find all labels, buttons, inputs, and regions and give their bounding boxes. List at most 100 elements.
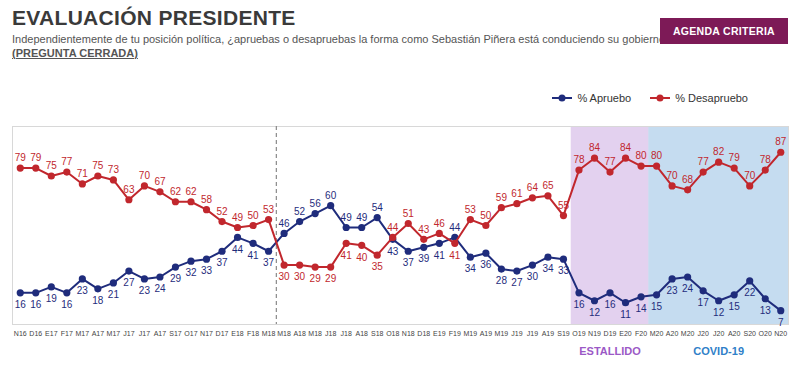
svg-text:54: 54 xyxy=(372,202,384,213)
svg-text:S20: S20 xyxy=(743,330,756,337)
svg-text:D18: D18 xyxy=(417,330,430,337)
svg-text:S17: S17 xyxy=(169,330,182,337)
svg-text:49: 49 xyxy=(341,212,353,223)
svg-text:S18: S18 xyxy=(371,330,384,337)
svg-text:44: 44 xyxy=(449,222,461,233)
svg-text:16: 16 xyxy=(15,299,27,310)
svg-text:E19: E19 xyxy=(433,330,446,337)
svg-text:77: 77 xyxy=(61,156,73,167)
svg-text:50: 50 xyxy=(247,210,259,221)
svg-text:M17: M17 xyxy=(107,330,121,337)
svg-text:29: 29 xyxy=(310,273,322,284)
svg-text:J17: J17 xyxy=(139,330,150,337)
svg-text:N20: N20 xyxy=(774,330,787,337)
svg-text:79: 79 xyxy=(30,152,42,163)
svg-text:68: 68 xyxy=(682,174,694,185)
svg-text:62: 62 xyxy=(185,186,197,197)
svg-text:24: 24 xyxy=(682,283,694,294)
svg-text:49: 49 xyxy=(232,212,244,223)
svg-text:52: 52 xyxy=(216,206,228,217)
svg-text:16: 16 xyxy=(573,299,585,310)
svg-text:E20: E20 xyxy=(619,330,632,337)
svg-text:A17: A17 xyxy=(154,330,167,337)
svg-text:32: 32 xyxy=(185,267,197,278)
svg-text:73: 73 xyxy=(108,164,120,175)
svg-text:22: 22 xyxy=(744,287,756,298)
svg-text:12: 12 xyxy=(589,307,601,318)
svg-text:37: 37 xyxy=(263,257,275,268)
svg-text:77: 77 xyxy=(698,156,710,167)
svg-text:A19: A19 xyxy=(542,330,555,337)
svg-text:33: 33 xyxy=(201,265,213,276)
svg-text:M19: M19 xyxy=(495,330,509,337)
svg-text:O19: O19 xyxy=(572,330,585,337)
svg-text:53: 53 xyxy=(465,204,477,215)
svg-text:82: 82 xyxy=(713,146,725,157)
svg-text:67: 67 xyxy=(154,176,166,187)
svg-text:M17: M17 xyxy=(76,330,90,337)
svg-text:80: 80 xyxy=(651,150,663,161)
svg-text:75: 75 xyxy=(92,160,104,171)
svg-text:37: 37 xyxy=(216,257,228,268)
svg-text:M20: M20 xyxy=(681,330,695,337)
svg-text:27: 27 xyxy=(511,277,523,288)
svg-text:M20: M20 xyxy=(650,330,664,337)
svg-text:30: 30 xyxy=(294,271,306,282)
svg-text:33: 33 xyxy=(558,265,570,276)
svg-text:N18: N18 xyxy=(402,330,415,337)
svg-text:J18: J18 xyxy=(341,330,352,337)
svg-text:7: 7 xyxy=(778,317,784,328)
svg-text:39: 39 xyxy=(418,253,430,264)
svg-text:70: 70 xyxy=(139,170,151,181)
svg-text:12: 12 xyxy=(713,307,725,318)
svg-text:D17: D17 xyxy=(216,330,229,337)
svg-text:A17: A17 xyxy=(92,330,105,337)
svg-text:17: 17 xyxy=(698,297,710,308)
svg-text:F18: F18 xyxy=(247,330,259,337)
svg-text:46: 46 xyxy=(434,218,446,229)
svg-text:J19: J19 xyxy=(511,330,522,337)
svg-text:J18: J18 xyxy=(325,330,336,337)
svg-text:28: 28 xyxy=(496,275,508,286)
svg-text:O17: O17 xyxy=(184,330,197,337)
svg-text:79: 79 xyxy=(15,152,27,163)
svg-text:J17: J17 xyxy=(123,330,134,337)
svg-text:64: 64 xyxy=(527,182,539,193)
svg-text:30: 30 xyxy=(279,271,291,282)
svg-text:60: 60 xyxy=(325,190,337,201)
svg-text:23: 23 xyxy=(667,285,679,296)
svg-text:ESTALLIDO: ESTALLIDO xyxy=(579,345,641,357)
svg-text:F20: F20 xyxy=(635,330,647,337)
svg-text:24: 24 xyxy=(154,283,166,294)
svg-text:O20: O20 xyxy=(759,330,772,337)
svg-text:62: 62 xyxy=(170,186,182,197)
svg-text:F17: F17 xyxy=(61,330,73,337)
svg-text:J20: J20 xyxy=(697,330,708,337)
svg-text:78: 78 xyxy=(573,154,585,165)
svg-text:J20: J20 xyxy=(713,330,724,337)
svg-text:11: 11 xyxy=(620,309,631,320)
svg-text:29: 29 xyxy=(170,273,182,284)
svg-text:16: 16 xyxy=(604,299,616,310)
svg-text:29: 29 xyxy=(325,273,337,284)
svg-text:34: 34 xyxy=(542,263,554,274)
svg-text:34: 34 xyxy=(465,263,477,274)
svg-text:14: 14 xyxy=(635,303,647,314)
svg-text:A20: A20 xyxy=(728,330,741,337)
svg-text:15: 15 xyxy=(729,301,741,312)
svg-text:41: 41 xyxy=(247,250,259,261)
svg-text:84: 84 xyxy=(589,142,601,153)
svg-text:15: 15 xyxy=(651,301,663,312)
svg-text:D19: D19 xyxy=(604,330,617,337)
svg-text:D16: D16 xyxy=(29,330,42,337)
svg-text:M18: M18 xyxy=(277,330,291,337)
svg-text:84: 84 xyxy=(620,142,632,153)
svg-text:A19: A19 xyxy=(480,330,493,337)
svg-text:N19: N19 xyxy=(588,330,601,337)
svg-text:56: 56 xyxy=(310,198,322,209)
svg-text:E18: E18 xyxy=(231,330,244,337)
svg-text:16: 16 xyxy=(30,299,42,310)
svg-text:23: 23 xyxy=(139,285,151,296)
svg-text:A18: A18 xyxy=(293,330,306,337)
svg-text:44: 44 xyxy=(232,244,244,255)
